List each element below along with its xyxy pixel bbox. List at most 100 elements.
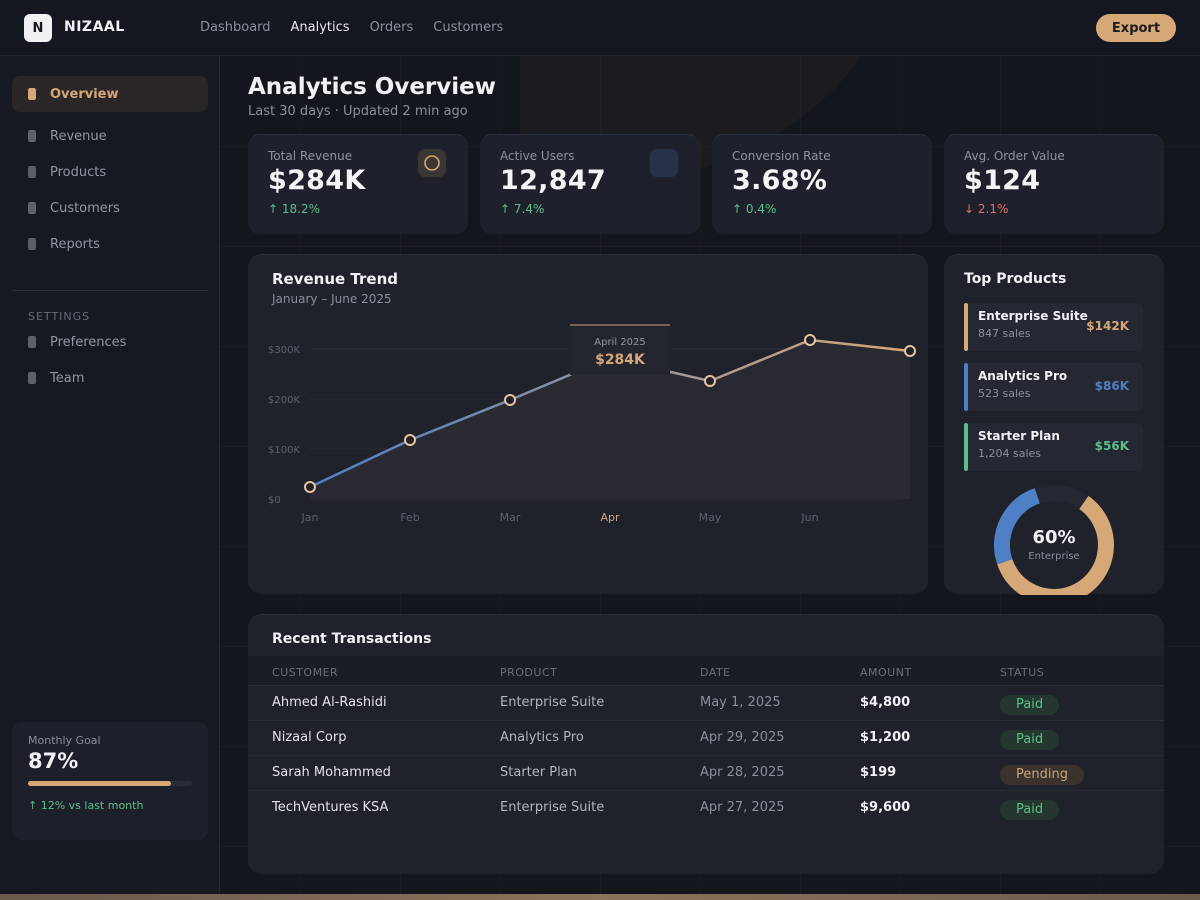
- transactions-title: Recent Transactions: [272, 631, 432, 647]
- nav-orders[interactable]: Orders: [369, 20, 414, 35]
- y-tick-label: $0: [268, 495, 281, 506]
- sidebar-item-overview[interactable]: Overview: [12, 76, 208, 112]
- status-badge: Paid: [1000, 730, 1060, 750]
- bottom-accent-strip: [0, 894, 1200, 900]
- sidebar-item-label: Customers: [50, 200, 120, 216]
- product-color-bar: [964, 423, 968, 471]
- product-name: Analytics Pro: [978, 369, 1068, 383]
- sidebar-item-preferences[interactable]: Preferences: [12, 324, 208, 360]
- x-tick-label: Feb: [400, 511, 419, 524]
- stat-label: Active Users: [500, 149, 575, 163]
- team-icon: [28, 372, 36, 384]
- column-header-date[interactable]: DATE: [700, 666, 731, 679]
- product-name: Starter Plan: [978, 429, 1060, 443]
- x-tick-label: May: [699, 511, 722, 524]
- stat-card-avg-order-value: Avg. Order Value $124 ↓ 2.1%: [944, 134, 1164, 234]
- revenue-icon: [28, 130, 36, 142]
- product-revenue: $142K: [1086, 319, 1129, 333]
- x-tick-label: Apr: [600, 511, 620, 524]
- goal-value: 87%: [28, 749, 79, 773]
- column-header-customer[interactable]: CUSTOMER: [272, 666, 339, 679]
- sidebar-item-label: Reports: [50, 236, 100, 252]
- stat-value: 12,847: [500, 165, 606, 196]
- nav-customers[interactable]: Customers: [433, 20, 504, 35]
- table-row[interactable]: Ahmed Al-Rashidi Enterprise Suite May 1,…: [248, 686, 1164, 721]
- goal-delta: ↑ 12% vs last month: [28, 799, 144, 812]
- stat-delta: ↑ 0.4%: [732, 202, 777, 216]
- table-row[interactable]: Sarah Mohammed Starter Plan Apr 28, 2025…: [248, 756, 1164, 791]
- recent-transactions-card: Recent Transactions CUSTOMER PRODUCT DAT…: [248, 614, 1164, 874]
- column-header-amount[interactable]: AMOUNT: [860, 666, 912, 679]
- data-point: [904, 345, 916, 357]
- donut-segment: [994, 485, 1114, 595]
- logo[interactable]: N: [24, 14, 52, 42]
- column-header-product[interactable]: PRODUCT: [500, 666, 558, 679]
- product-sales: 1,204 sales: [978, 447, 1042, 460]
- top-products-title: Top Products: [964, 271, 1067, 287]
- cell-date: Apr 28, 2025: [700, 765, 785, 780]
- y-tick-label: $100K: [268, 445, 300, 456]
- y-tick-label: $300K: [268, 345, 300, 356]
- cell-amount: $9,600: [860, 800, 911, 815]
- tooltip-value: $284K: [595, 352, 646, 368]
- stat-delta: ↑ 7.4%: [500, 202, 545, 216]
- circle-icon: [418, 149, 446, 177]
- sidebar-item-label: Preferences: [50, 334, 127, 350]
- table-row[interactable]: Nizaal Corp Analytics Pro Apr 29, 2025 $…: [248, 721, 1164, 756]
- data-point: [504, 394, 516, 406]
- sidebar-item-label: Team: [50, 370, 85, 386]
- cell-amount: $4,800: [860, 695, 911, 710]
- main-nav: Dashboard Analytics Orders Customers: [200, 20, 503, 35]
- product-revenue: $56K: [1094, 439, 1129, 453]
- overview-icon: [28, 88, 36, 100]
- sidebar-item-label: Products: [50, 164, 107, 180]
- brand-name: NIZAAL: [64, 19, 125, 35]
- y-tick-label: $200K: [268, 395, 300, 406]
- stat-label: Total Revenue: [268, 149, 353, 163]
- cell-customer: TechVentures KSA: [272, 800, 389, 815]
- sidebar-item-customers[interactable]: Customers: [12, 190, 208, 226]
- stat-card-total-revenue: Total Revenue $284K ↑ 18.2%: [248, 134, 468, 234]
- preferences-icon: [28, 336, 36, 348]
- sidebar-divider: [12, 290, 208, 291]
- product-item-enterprise-suite[interactable]: Enterprise Suite 847 sales $142K: [964, 303, 1143, 351]
- product-sales: 523 sales: [978, 387, 1031, 400]
- users-icon: [650, 149, 678, 177]
- product-color-bar: [964, 363, 968, 411]
- revenue-line-chart: $0 $100K $200K $300K Jan Feb Mar Apr May Jun April…: [268, 324, 916, 524]
- sidebar-item-revenue[interactable]: Revenue: [12, 118, 208, 154]
- customers-icon: [28, 202, 36, 214]
- nav-analytics[interactable]: Analytics: [290, 20, 350, 35]
- stat-delta: ↓ 2.1%: [964, 202, 1009, 216]
- sidebar-item-products[interactable]: Products: [12, 154, 208, 190]
- cell-date: Apr 27, 2025: [700, 800, 785, 815]
- column-header-status[interactable]: STATUS: [1000, 666, 1045, 679]
- sidebar-item-team[interactable]: Team: [12, 360, 208, 396]
- product-item-analytics-pro[interactable]: Analytics Pro 523 sales $86K: [964, 363, 1143, 411]
- stat-delta: ↑ 18.2%: [268, 202, 320, 216]
- cell-date: May 1, 2025: [700, 695, 781, 710]
- data-point: [304, 481, 316, 493]
- top-bar: N NIZAAL Dashboard Analytics Orders Cust…: [0, 0, 1200, 56]
- export-button[interactable]: Export: [1096, 14, 1176, 42]
- product-item-starter-plan[interactable]: Starter Plan 1,204 sales $56K: [964, 423, 1143, 471]
- cell-amount: $1,200: [860, 730, 911, 745]
- sidebar-item-reports[interactable]: Reports: [12, 226, 208, 262]
- stat-card-conversion-rate: Conversion Rate 3.68% ↑ 0.4%: [712, 134, 932, 234]
- cell-product: Enterprise Suite: [500, 695, 605, 710]
- revenue-trend-card: $0 $100K $200K $300K Jan Feb Mar Apr May Jun April…: [248, 254, 928, 594]
- reports-icon: [28, 238, 36, 250]
- nav-dashboard[interactable]: Dashboard: [200, 20, 271, 35]
- cell-customer: Ahmed Al-Rashidi: [272, 695, 387, 710]
- top-products-card: Top Products Enterprise Suite 847 sales …: [944, 254, 1164, 595]
- table-row[interactable]: TechVentures KSA Enterprise Suite Apr 27…: [248, 791, 1164, 826]
- x-tick-label: Mar: [500, 511, 521, 524]
- product-revenue: $86K: [1094, 379, 1129, 393]
- data-point: [704, 375, 716, 387]
- donut-label: Enterprise: [1028, 551, 1079, 562]
- stat-value: $284K: [268, 165, 366, 196]
- cell-customer: Nizaal Corp: [272, 730, 347, 745]
- donut-segment: [994, 485, 1114, 595]
- product-sales: 847 sales: [978, 327, 1031, 340]
- page-subtitle: Last 30 days · Updated 2 min ago: [248, 104, 468, 119]
